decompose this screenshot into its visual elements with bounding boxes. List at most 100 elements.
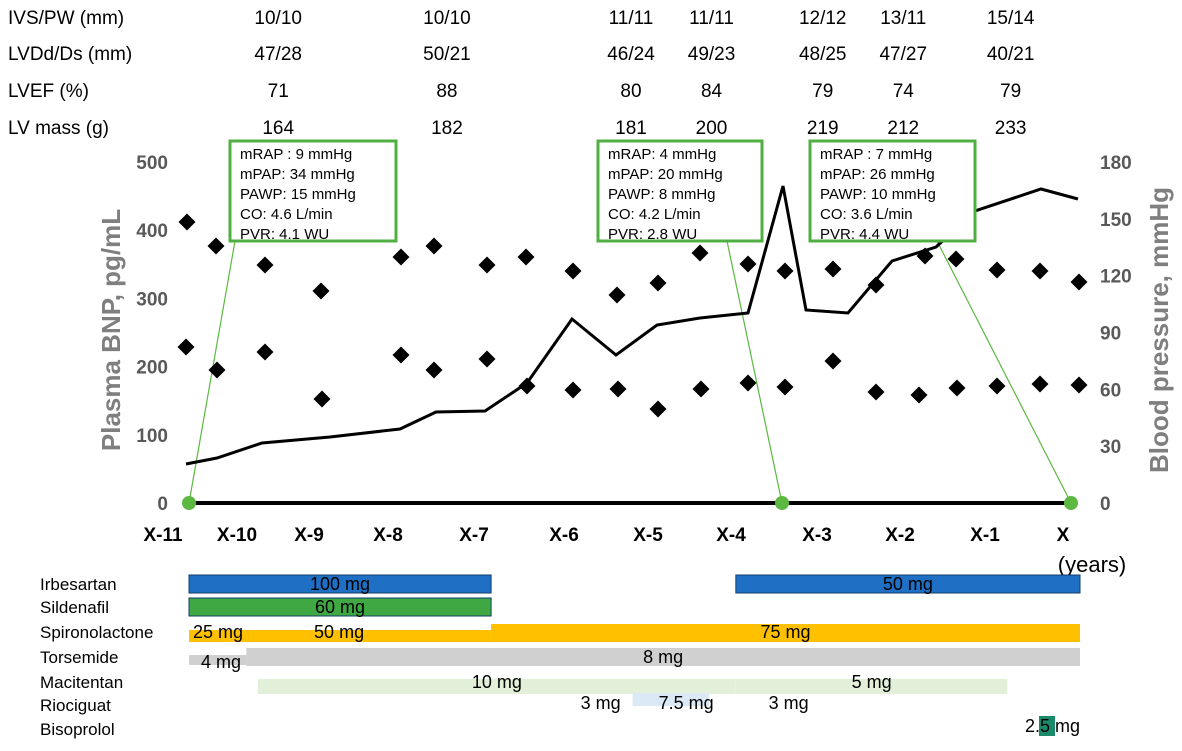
echo-value: 164 [262,118,294,139]
left-tick-label: 500 [136,153,168,174]
dose-label: 4 mg [201,652,241,672]
cath-dot [775,496,789,510]
echo-value: 47/27 [879,44,927,65]
bp-point [608,286,626,304]
bp-point [178,213,196,231]
bp-point [776,262,794,280]
hemodynamic-value: CO: 3.6 L/min [820,206,913,223]
bp-point [208,361,226,379]
echo-value: 80 [620,81,641,102]
x-tick-label: X-6 [549,525,579,546]
treatment-timeline: Irbesartan 100 mg 50 mg Sildenafil 60 mg Spir… [40,574,1081,739]
cath-dot [182,496,196,510]
x-tick-label: X-3 [802,525,832,546]
bp-point [392,248,410,266]
x-tick-label: X-2 [885,525,915,546]
hemodynamic-value: CO: 4.2 L/min [608,206,701,223]
echo-value: 219 [807,118,839,139]
echo-value: 79 [1000,81,1021,102]
right-tick-label: 150 [1100,210,1132,231]
echo-value: 46/24 [607,44,655,65]
dose-label: 5 mg [852,672,892,692]
bp-point [1031,375,1049,393]
left-tick-label: 300 [136,289,168,310]
echo-value: 71 [268,81,289,102]
hemodynamic-box-frame [808,139,977,243]
bp-point [256,343,274,361]
x-tick-label: X-4 [716,525,746,546]
bp-point [1031,262,1049,280]
hemodynamic-box: mRAP : 9 mmHg mPAP: 34 mmHg PAWP: 15 mmHg C… [228,139,398,243]
cath-connector [726,240,783,504]
hemodynamic-value: mPAP: 20 mmHg [608,166,723,183]
echo-value: 10/10 [423,8,471,29]
hemodynamic-value: mRAP : 7 mmHg [820,146,932,163]
right-tick-label: 60 [1100,380,1121,401]
dose-label: 60 mg [315,597,365,617]
left-tick-label: 100 [136,426,168,447]
x-axis-title: (years) [1058,552,1126,577]
bp-point [649,274,667,292]
drug-label: Bisoprolol [40,720,115,739]
bp-point [518,377,536,395]
bp-point [478,350,496,368]
left-axis-title: Plasma BNP, pg/mL [96,209,126,451]
left-axis-ticks: 0 100 200 300 400 500 [136,153,168,515]
echo-value: 74 [893,81,915,102]
catheterization-dots [182,496,1078,510]
bp-point [988,261,1006,279]
bp-point [691,244,709,262]
hemodynamic-connectors [188,240,1072,504]
cath-connector [936,240,1072,504]
echo-value: 212 [887,118,919,139]
hemodynamic-box: mRAP: 4 mmHg mPAP: 20 mmHg PAWP: 8 mmHg CO:… [596,139,764,243]
treatment-bar [491,624,1080,642]
hemodynamic-box: mRAP : 7 mmHg mPAP: 26 mmHg PAWP: 10 mmHg C… [808,139,977,243]
bp-point [177,338,195,356]
bp-point [1070,273,1088,291]
bp-point [313,390,331,408]
dose-label: 3 mg [769,693,809,713]
echo-value: 47/28 [254,44,302,65]
bp-point [948,379,966,397]
bp-point [564,381,582,399]
hemodynamic-box-frame [228,139,398,243]
bp-point [256,256,274,274]
right-tick-label: 0 [1100,494,1111,515]
x-tick-label: X [1057,525,1070,546]
echo-value: 79 [812,81,833,102]
drug-label: Spironolactone [40,623,153,642]
treatment-bar [1039,716,1055,736]
bp-point [988,377,1006,395]
dose-label: 8 mg [643,647,683,667]
x-tick-label: X-11 [143,525,183,546]
echo-value: 49/23 [688,44,736,65]
dose-label: 50 mg [314,622,364,642]
treatment-bar [189,655,247,665]
diastolic-bp-points [177,338,1088,418]
x-tick-label: X-5 [633,525,663,546]
echo-value: 15/14 [987,8,1035,29]
dose-label: 2.5 mg [1025,716,1080,736]
echo-value: 40/21 [987,44,1035,65]
bp-point [867,383,885,401]
x-tick-label: X-9 [294,525,324,546]
left-tick-label: 200 [136,358,168,379]
bp-point [649,400,667,418]
hemodynamic-box-frame [596,139,764,243]
echo-row-label: LVEF (%) [8,81,89,102]
hemodynamic-value: PAWP: 15 mmHg [240,186,356,203]
x-axis-ticks: X-11 X-10 X-9 X-8 X-7 X-6 X-5 X-4 X-3 X-2 X-1 X [143,525,1069,546]
bp-point [824,352,842,370]
echo-value: 233 [995,118,1027,139]
dose-label: 25 mg [193,622,243,642]
bp-point [867,276,885,294]
dose-label: 100 mg [310,574,370,594]
right-tick-label: 180 [1100,153,1132,174]
left-tick-label: 400 [136,221,168,242]
drug-label: Sildenafil [40,598,109,617]
bp-point [478,256,496,274]
right-tick-label: 30 [1100,437,1121,458]
bp-point [692,380,710,398]
bp-point [776,378,794,396]
